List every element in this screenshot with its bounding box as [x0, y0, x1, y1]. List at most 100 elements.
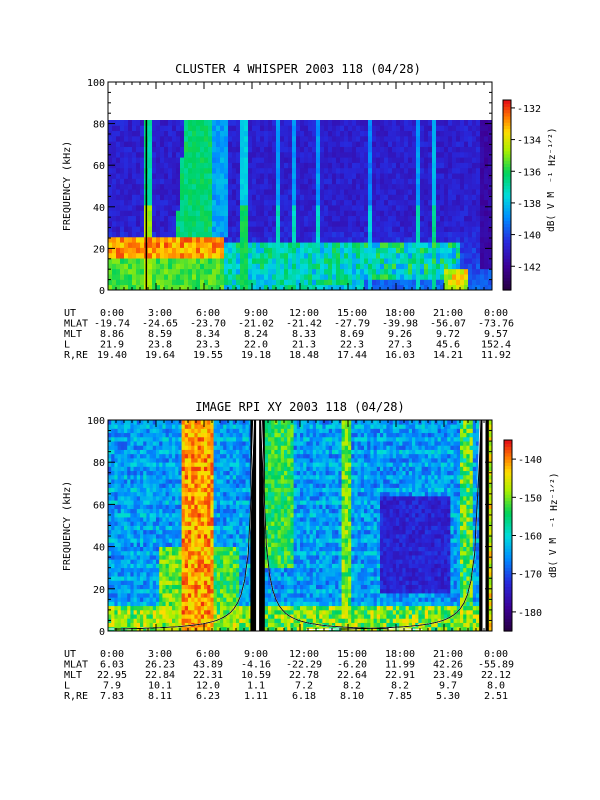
heat-cell: [152, 550, 157, 556]
heat-cell: [208, 178, 213, 185]
heat-cell: [456, 236, 461, 243]
heat-cell: [207, 441, 211, 446]
heat-cell: [184, 436, 189, 442]
heat-cell: [143, 441, 147, 446]
heat-cell: [384, 226, 389, 232]
heat-cell: [172, 247, 177, 254]
heat-cell: [133, 521, 138, 526]
heat-cell: [280, 130, 285, 137]
heat-cell: [178, 449, 182, 455]
heat-cell: [197, 571, 202, 577]
heat-cell: [448, 263, 453, 270]
heat-cell: [164, 141, 169, 147]
heat-cell: [340, 236, 345, 243]
heat-cell: [416, 274, 421, 280]
heat-cell: [248, 215, 253, 222]
heat-cell: [191, 479, 195, 484]
heat-cell: [380, 210, 385, 217]
heat-cell: [112, 183, 117, 190]
heat-cell: [432, 141, 437, 147]
heat-cell: [308, 146, 313, 153]
heat-cell: [216, 141, 221, 147]
heat-cell: [207, 555, 211, 560]
heat-cell: [152, 622, 157, 628]
heat-cell: [368, 120, 373, 126]
heat-cell: [120, 189, 125, 195]
heat-cell: [360, 141, 365, 147]
heat-cell: [220, 242, 225, 248]
heat-cell: [444, 263, 449, 270]
heat-cell: [184, 173, 189, 179]
heat-cell: [396, 183, 401, 190]
heat-cell: [180, 183, 185, 190]
heat-cell: [388, 120, 393, 126]
heat-cell: [292, 247, 297, 254]
heat-cell: [149, 441, 154, 446]
heat-cell: [464, 258, 469, 264]
heat-cell: [396, 236, 401, 243]
heat-cell: [130, 449, 134, 455]
ephemeris-row-label: MLAT: [64, 319, 88, 330]
heat-cell: [204, 242, 209, 248]
heat-cell: [404, 236, 409, 243]
heat-cell: [148, 178, 153, 185]
heat-cell: [127, 470, 131, 476]
heat-cell: [212, 178, 217, 185]
heat-cell: [252, 189, 257, 195]
heat-cell: [268, 135, 273, 142]
heat-cell: [178, 588, 182, 594]
heat-cell: [165, 525, 170, 531]
heat-cell: [160, 130, 165, 137]
heat-cell: [196, 157, 201, 163]
heat-cell: [448, 279, 453, 286]
heat-cell: [424, 231, 429, 238]
heat-cell: [130, 466, 134, 472]
heat-cell: [404, 284, 409, 291]
heat-cell: [191, 491, 195, 497]
heat-cell: [316, 178, 321, 185]
heat-cell: [181, 525, 186, 531]
heat-cell: [164, 130, 169, 137]
heat-cell: [276, 274, 281, 280]
heat-cell: [204, 495, 208, 501]
heat-cell: [204, 420, 208, 425]
heat-cell: [136, 173, 141, 179]
heat-cell: [124, 479, 128, 484]
heat-cell: [156, 559, 160, 564]
heat-cell: [280, 279, 285, 286]
heat-cell: [304, 162, 309, 169]
heat-cell: [480, 199, 485, 206]
heat-cell: [432, 268, 437, 275]
heat-cell: [172, 504, 176, 510]
heat-cell: [156, 189, 161, 195]
heat-cell: [184, 563, 189, 569]
heat-cell: [165, 567, 170, 573]
heat-cell: [356, 199, 361, 206]
heat-cell: [460, 157, 465, 163]
heat-cell: [368, 231, 373, 238]
heat-cell: [178, 538, 182, 543]
heat-cell: [176, 215, 181, 222]
heat-cell: [488, 189, 493, 195]
heat-cell: [124, 424, 128, 429]
heat-cell: [468, 130, 473, 137]
heat-cell: [117, 517, 122, 522]
heat-cell: [396, 247, 401, 254]
heat-cell: [192, 120, 197, 126]
heat-cell: [117, 470, 122, 476]
heat-cell: [256, 141, 261, 147]
heat-cell: [464, 215, 469, 222]
heat-cell: [181, 580, 186, 585]
heat-cell: [192, 151, 197, 158]
heat-cell: [140, 457, 144, 463]
heat-cell: [172, 533, 176, 539]
heat-cell: [268, 173, 273, 179]
heat-cell: [340, 151, 345, 158]
heat-cell: [284, 258, 289, 264]
heat-cell: [200, 151, 205, 158]
heat-cell: [124, 538, 128, 543]
heat-cell: [308, 125, 313, 132]
heat-cell: [336, 279, 341, 286]
heat-cell: [127, 466, 131, 472]
heat-cell: [372, 135, 377, 142]
